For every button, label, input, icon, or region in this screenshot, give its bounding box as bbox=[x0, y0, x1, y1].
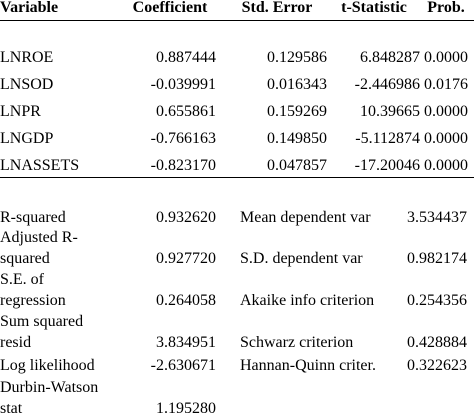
table-value: 0.887444 bbox=[156, 49, 216, 66]
table-value: 0.0176 bbox=[424, 76, 468, 93]
table-value: 10.39665 bbox=[360, 103, 420, 120]
variable-name: LNPR bbox=[0, 103, 41, 120]
table-value: -0.766163 bbox=[150, 130, 216, 147]
table-value: 0.016343 bbox=[267, 76, 327, 93]
column-header: Prob. bbox=[427, 0, 465, 16]
stat-value: 0.322623 bbox=[407, 357, 467, 374]
table-value: 0.0000 bbox=[424, 157, 468, 174]
stat-label: Hannan-Quinn criter. bbox=[240, 357, 376, 374]
stat-value: 0.982174 bbox=[407, 250, 467, 267]
stat-value: 0.932620 bbox=[156, 209, 216, 226]
table-value: 0.047857 bbox=[267, 157, 327, 174]
variable-name: LNSOD bbox=[0, 76, 54, 93]
stat-value: -2.630671 bbox=[150, 357, 216, 374]
stat-value: 0.927720 bbox=[156, 250, 216, 267]
stat-label: Schwarz criterion bbox=[240, 334, 354, 351]
variable-name: LNROE bbox=[0, 49, 54, 66]
table-value: -0.039991 bbox=[150, 76, 216, 93]
table-value: 0.0000 bbox=[424, 130, 468, 147]
variable-name: LNGDP bbox=[0, 130, 54, 147]
stat-label: Akaike info criterion bbox=[240, 292, 375, 309]
column-header: Coefficient bbox=[132, 0, 208, 16]
variable-name: LNASSETS bbox=[0, 157, 80, 174]
stat-label: Sum squared resid bbox=[0, 313, 84, 351]
table-value: 0.159269 bbox=[267, 103, 327, 120]
table-value: -0.823170 bbox=[150, 157, 216, 174]
table-value: 0.149850 bbox=[267, 130, 327, 147]
table-value: 0.0000 bbox=[424, 103, 468, 120]
table-value: -2.446986 bbox=[354, 76, 420, 93]
stat-label: S.E. of regression bbox=[0, 271, 66, 309]
stat-value: 3.534437 bbox=[407, 209, 467, 226]
table-value: 0.0000 bbox=[424, 49, 468, 66]
stat-label: Durbin-Watson stat bbox=[0, 379, 99, 417]
stat-label: Adjusted R- squared bbox=[0, 229, 78, 267]
table-rule bbox=[0, 177, 474, 178]
stat-value: 0.264058 bbox=[156, 292, 216, 309]
stat-value: 0.428884 bbox=[407, 334, 467, 351]
table-value: -17.20046 bbox=[354, 157, 420, 174]
table-value: 0.655861 bbox=[156, 103, 216, 120]
column-header: t-Statistic bbox=[341, 0, 407, 16]
stat-label: Log likelihood bbox=[0, 357, 95, 374]
table-value: -5.112874 bbox=[355, 130, 420, 147]
table-value: 0.129586 bbox=[267, 49, 327, 66]
stat-label: S.D. dependent var bbox=[240, 250, 363, 267]
stat-value: 1.195280 bbox=[156, 400, 216, 417]
stat-label: Mean dependent var bbox=[240, 209, 371, 226]
stat-value: 0.254356 bbox=[407, 292, 467, 309]
header-rule bbox=[0, 20, 474, 21]
column-header: Std. Error bbox=[241, 0, 313, 16]
table-value: 6.848287 bbox=[360, 49, 420, 66]
stat-value: 3.834951 bbox=[156, 334, 216, 351]
column-header: Variable bbox=[0, 0, 59, 16]
stat-label: R-squared bbox=[0, 209, 66, 226]
